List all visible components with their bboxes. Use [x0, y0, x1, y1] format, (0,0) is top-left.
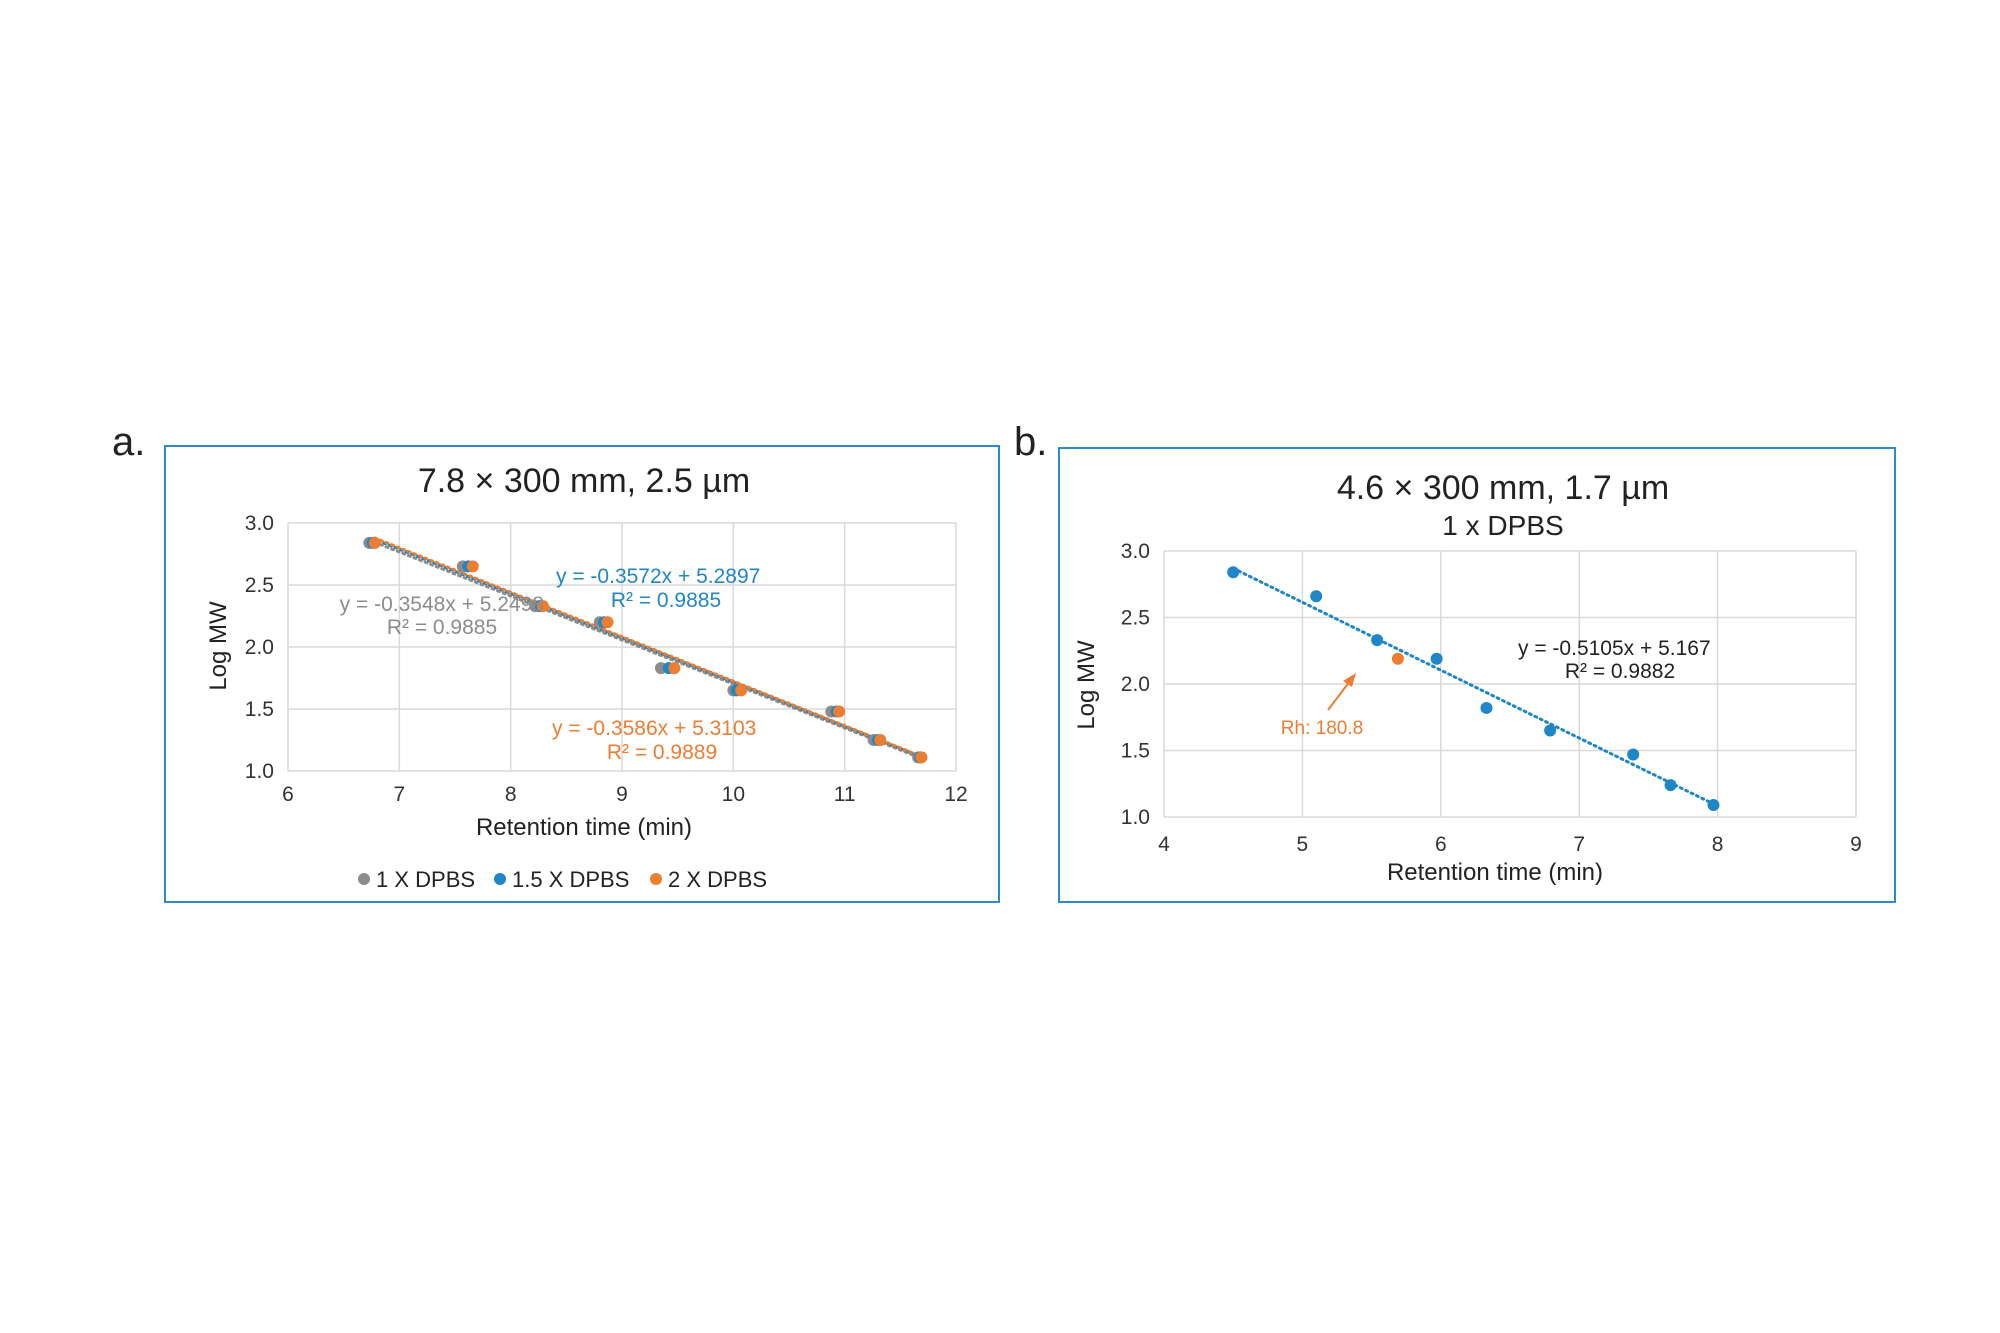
chart-a-y-axis-label: Log MW: [205, 601, 232, 691]
a-x-tick-label: 9: [616, 783, 628, 806]
chart-b-title: 4.6 × 300 mm, 1.7 µm: [1337, 469, 1669, 507]
a-trendline-0: [367, 538, 920, 759]
b-point-s0-0: [1227, 566, 1240, 579]
a-point-s2-0: [368, 536, 381, 549]
b-x-tick-label: 4: [1158, 833, 1170, 856]
b-trendline-0: [1231, 566, 1715, 806]
chart-a-svg: 7.8 × 300 mm, 2.5 µm 1.0 1.5 2.0 2.5 3.0 6 7 8 9…: [205, 462, 968, 892]
chart-b-annotation-arrowhead: [1343, 673, 1356, 687]
a-point-s2-8: [915, 751, 928, 764]
b-point-s0-1: [1310, 590, 1323, 603]
legend-marker-1x: [358, 873, 370, 885]
chart-b-y-axis-label: Log MW: [1073, 640, 1100, 730]
chart-b-ticks: 1.0 1.5 2.0 2.5 3.0 4 5 6 7 8 9: [1121, 540, 1862, 856]
b-y-tick-label: 2.5: [1121, 607, 1150, 630]
legend-label-2x: 2 X DPBS: [668, 867, 767, 892]
a-y-tick-label: 3.0: [245, 512, 274, 535]
a-x-tick-label: 8: [505, 783, 517, 806]
chart-a-equation-2x: y = -0.3586x + 5.3103: [552, 717, 756, 740]
b-x-tick-label: 9: [1850, 833, 1862, 856]
b-x-tick-label: 7: [1573, 833, 1585, 856]
chart-b-svg: 4.6 × 300 mm, 1.7 µm 1 x DPBS 1.0 1.5 2.0 2…: [1073, 469, 1862, 886]
chart-b-x-axis-label: Retention time (min): [1387, 859, 1603, 886]
a-point-s2-3: [601, 616, 614, 629]
chart-a-grid: [287, 522, 957, 772]
a-y-tick-label: 2.0: [245, 636, 274, 659]
b-x-tick-label: 5: [1297, 833, 1309, 856]
b-x-tick-label: 6: [1435, 833, 1447, 856]
chart-b-trendline: [1231, 566, 1715, 806]
b-y-tick-label: 1.0: [1121, 806, 1150, 829]
chart-a-x-axis-label: Retention time (min): [476, 814, 692, 841]
a-x-tick-label: 11: [834, 783, 856, 806]
b-point-s0-2: [1371, 634, 1384, 647]
legend-marker-1-5x: [494, 873, 506, 885]
b-point-s0-3: [1430, 652, 1443, 665]
panel-label-b: b.: [1014, 420, 1048, 464]
a-y-tick-label: 2.5: [245, 574, 274, 597]
chart-b-annotation-label: Rh: 180.8: [1281, 718, 1363, 739]
a-point-s2-2: [536, 600, 549, 613]
b-y-tick-label: 2.0: [1121, 673, 1150, 696]
chart-b-equation: y = -0.5105x + 5.167: [1518, 637, 1711, 660]
a-x-tick-label: 6: [282, 783, 294, 806]
a-y-tick-label: 1.5: [245, 698, 274, 721]
a-point-s2-1: [466, 560, 479, 573]
a-trendline-2: [373, 536, 923, 758]
chart-a-title: 7.8 × 300 mm, 2.5 µm: [418, 462, 750, 500]
chart-a-legend: 1 X DPBS 1.5 X DPBS 2 X DPBS: [358, 867, 767, 892]
b-point-s0-8: [1707, 799, 1720, 812]
b-point-s1-0: [1391, 652, 1404, 665]
a-y-tick-label: 1.0: [245, 760, 274, 783]
b-point-s0-4: [1480, 701, 1493, 714]
a-x-tick-label: 12: [944, 783, 967, 806]
chart-a-points: [363, 536, 928, 764]
a-point-s2-6: [833, 705, 846, 718]
panel-label-a: a.: [112, 420, 146, 464]
a-x-tick-label: 10: [722, 783, 745, 806]
a-point-s2-4: [668, 662, 681, 675]
chart-a-equation-1x: y = -0.3548x + 5.2498: [340, 593, 544, 616]
chart-a-r2-1x: R² = 0.9885: [387, 616, 497, 639]
chart-a-equation-1-5x: y = -0.3572x + 5.2897: [556, 565, 760, 588]
b-point-s0-6: [1627, 748, 1640, 761]
legend-label-1-5x: 1.5 X DPBS: [512, 867, 629, 892]
chart-b-r2: R² = 0.9882: [1565, 660, 1675, 683]
b-y-tick-label: 1.5: [1121, 740, 1150, 763]
a-point-s2-5: [735, 684, 748, 697]
a-point-s2-7: [874, 734, 887, 746]
chart-b-frame: 4.6 × 300 mm, 1.7 µm 1 x DPBS 1.0 1.5 2.0 2…: [1058, 447, 1896, 903]
chart-b-annotation-arrow: [1327, 680, 1351, 711]
legend-marker-2x: [650, 873, 662, 885]
chart-a-frame: 7.8 × 300 mm, 2.5 µm 1.0 1.5 2.0 2.5 3.0 6 7 8 9…: [164, 445, 1000, 903]
b-point-s0-7: [1664, 779, 1677, 792]
b-y-tick-label: 3.0: [1121, 540, 1150, 563]
b-x-tick-label: 8: [1712, 833, 1724, 856]
chart-a-r2-1-5x: R² = 0.9885: [611, 589, 721, 612]
chart-b-points: [1227, 566, 1720, 812]
b-point-s0-5: [1544, 724, 1557, 737]
chart-b-grid: [1163, 550, 1857, 818]
chart-a-r2-2x: R² = 0.9889: [607, 741, 717, 764]
chart-a-ticks: 1.0 1.5 2.0 2.5 3.0 6 7 8 9 10 11 12: [245, 512, 968, 806]
chart-b-subtitle: 1 x DPBS: [1442, 510, 1563, 541]
chart-a-trendlines: [367, 536, 923, 759]
legend-label-1x: 1 X DPBS: [376, 867, 475, 892]
a-x-tick-label: 7: [393, 783, 405, 806]
